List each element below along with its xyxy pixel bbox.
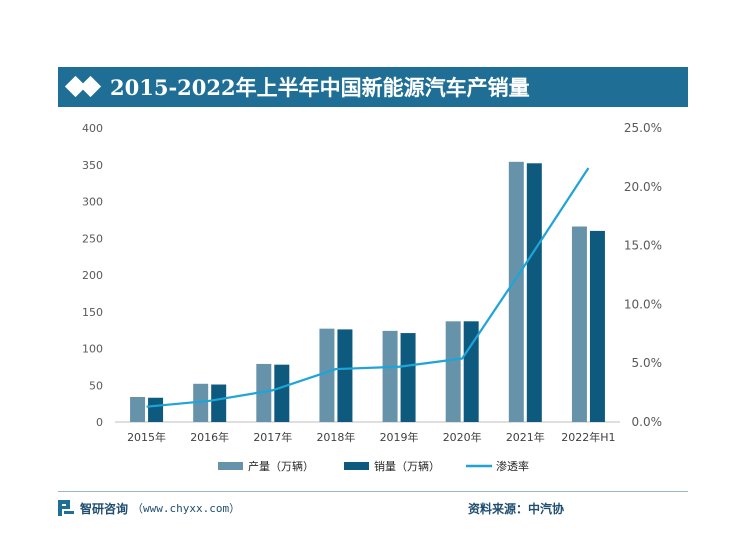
line-penetration	[146, 167, 590, 408]
x-tick-label: 2017年	[253, 430, 292, 444]
footer-source: 资料来源：中汽协	[468, 502, 565, 516]
y-left-tick-label: 100	[82, 343, 103, 356]
bar-production	[319, 328, 335, 422]
footer-brand: 智研咨询	[80, 501, 129, 516]
legend-label: 渗透率	[496, 459, 529, 473]
bar-production	[256, 363, 272, 422]
y-left-tick-label: 300	[82, 196, 103, 209]
bar-sales	[400, 333, 416, 422]
x-tick-label: 2016年	[190, 430, 229, 444]
bar-production	[445, 321, 461, 422]
x-tick-label: 2015年	[127, 430, 166, 444]
y-right-tick-label: 25.0%	[624, 121, 662, 135]
x-tick-label: 2022年H1	[561, 430, 615, 444]
y-left-tick-label: 200	[82, 269, 103, 282]
bar-production	[130, 397, 146, 422]
bar-sales	[274, 364, 290, 422]
y-right-tick-label: 0.0%	[632, 415, 663, 429]
bar-sales	[211, 384, 227, 422]
x-tick-label: 2021年	[506, 430, 545, 444]
bar-production	[382, 330, 398, 422]
bar-sales	[589, 230, 605, 422]
y-left-tick-label: 400	[82, 122, 103, 135]
legend-swatch	[218, 462, 243, 470]
y-right-tick-label: 20.0%	[624, 180, 662, 194]
y-left-tick-label: 50	[89, 379, 103, 392]
bar-sales	[463, 321, 479, 422]
chart-title: 2015-2022年上半年中国新能源汽车产销量	[110, 75, 530, 100]
y-left-tick-label: 0	[96, 416, 103, 429]
chart-title-bar: 2015-2022年上半年中国新能源汽车产销量	[58, 67, 688, 107]
bar-sales	[526, 163, 542, 422]
bar-production	[193, 383, 209, 422]
footer-brand-block: 智研咨询 （www.chyxx.com）	[58, 499, 240, 517]
y-right-tick-label: 10.0%	[624, 297, 662, 311]
brand-logo-icon	[58, 500, 74, 516]
y-left-tick-label: 350	[82, 159, 103, 172]
y-right-tick-label: 5.0%	[632, 356, 663, 370]
x-tick-label: 2020年	[443, 430, 482, 444]
legend-label: 销量（万辆）	[374, 459, 440, 473]
legend-label: 产量（万辆）	[248, 459, 314, 473]
legend-swatch	[344, 462, 369, 470]
y-left-tick-label: 250	[82, 232, 103, 245]
x-tick-label: 2019年	[380, 430, 419, 444]
y-left-tick-label: 150	[82, 306, 103, 319]
bar-production	[571, 226, 587, 422]
footer-url[interactable]: （www.chyxx.com）	[132, 502, 241, 515]
bar-sales	[148, 397, 164, 422]
y-right-tick-label: 15.0%	[624, 239, 662, 253]
footer-divider	[58, 491, 688, 492]
bar-production	[508, 161, 524, 422]
bar-sales	[337, 329, 353, 422]
x-tick-label: 2018年	[316, 430, 355, 444]
